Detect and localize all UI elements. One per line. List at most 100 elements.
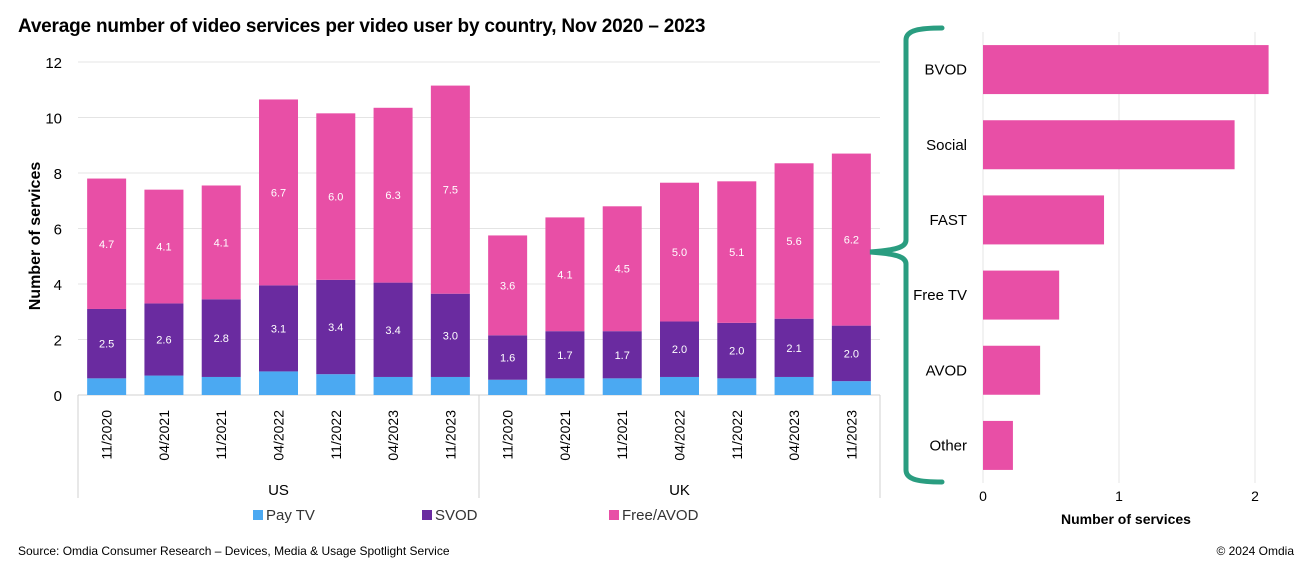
x-tick-label: 2 [1251,488,1259,504]
bar-segment-free-avod [774,163,814,319]
bracket-connector [869,25,945,485]
x-tick-label: 11/2020 [99,410,115,460]
bar-segment-svod [373,282,413,377]
group-label: US [268,482,289,499]
bar-segment-free-avod [488,235,528,336]
data-label: 5.6 [786,236,801,248]
group-label: UK [669,482,690,499]
y-tick-label: 4 [54,277,62,294]
bar-free-tv [983,270,1060,320]
data-label: 2.0 [672,344,687,356]
data-label: 3.1 [271,323,286,335]
data-label: 2.8 [214,333,229,345]
y-tick-label: 2 [54,333,62,350]
left-chart-bars [87,85,871,395]
data-label: 3.0 [443,330,458,342]
bar-segment-svod [144,303,184,376]
bar-segment-free-avod [430,85,470,294]
x-tick-label: 1 [1115,488,1123,504]
data-label: 2.6 [156,335,171,347]
x-tick-label: 11/2022 [328,410,344,460]
bar-segment-free-avod [660,182,699,322]
bar-segment-pay-tv [545,378,585,395]
data-label: 2.5 [99,339,114,351]
x-tick-label: 11/2021 [213,410,229,460]
bar-segment-pay-tv [373,376,413,395]
bar-segment-free-avod [602,206,642,332]
data-label: 4.1 [156,242,171,254]
legend-label: Pay TV [266,507,315,524]
x-tick-label: 04/2022 [672,410,688,461]
data-label: 6.3 [385,190,400,202]
data-label: 3.4 [328,322,343,334]
right-chart-x-axis-label: Number of services [1061,511,1191,527]
y-tick-label: 0 [54,388,62,405]
right-chart-x-axis: 0 1 2 [979,488,1259,504]
bar-segment-svod [545,331,585,379]
x-tick-label: 11/2023 [843,410,859,460]
left-chart-x-axis: 11/2020 04/2021 11/2021 04/2022 11/2022 04/20… [77,395,881,499]
data-label: 4.7 [99,239,114,251]
data-label: 3.4 [385,325,400,337]
y-tick-label: 6 [54,222,62,239]
bar-fast [983,195,1105,245]
x-tick-label: 11/2023 [442,410,458,460]
legend-swatch [422,510,432,520]
right-chart-gridlines [982,32,1256,483]
y-tick-label: Free TV [913,287,967,304]
bar-segment-svod [201,299,241,377]
data-label: 6.2 [844,235,859,247]
bar-segment-svod [488,335,528,380]
bar-other [983,420,1013,470]
x-tick-label: 04/2021 [156,410,172,461]
data-label: 4.1 [557,269,572,281]
x-tick-label: 04/2021 [557,410,573,461]
bar-segment-svod [602,331,642,379]
chart-title: Average number of video services per vid… [18,16,706,37]
bar-segment-pay-tv [201,376,241,395]
data-label: 4.1 [214,237,229,249]
bar-segment-free-avod [717,181,757,323]
right-chart-y-axis: BVOD Social FAST Free TV AVOD Other [913,62,967,455]
y-tick-label: 10 [45,111,62,128]
data-label: 4.5 [615,264,630,276]
left-chart-data-labels: 2.5 4.7 2.6 4.1 2.8 4.1 3.1 6.7 3.4 6.0 3.4 6.3 3.0 7… [99,185,859,365]
y-tick-label: 12 [45,55,62,72]
x-tick-label: 04/2023 [786,410,802,461]
bar-segment-free-avod [316,113,356,280]
legend-swatch [253,510,263,520]
data-label: 1.7 [615,350,630,362]
data-label: 5.1 [729,247,744,259]
bar-segment-svod [774,318,814,377]
bar-segment-free-avod [144,189,184,304]
bar-segment-pay-tv [774,376,814,395]
bar-bvod [983,45,1269,95]
bar-segment-svod [717,322,757,379]
bar-segment-pay-tv [316,374,356,395]
copyright-note: © 2024 Omdia [1216,544,1294,558]
left-chart-gridlines [78,61,880,396]
source-note: Source: Omdia Consumer Research – Device… [18,544,450,558]
bar-segment-pay-tv [660,376,699,395]
bar-social [983,120,1235,170]
data-label: 3.6 [500,280,515,292]
bar-segment-pay-tv [430,376,470,395]
y-tick-label: FAST [929,212,967,229]
x-tick-label: 04/2022 [271,410,287,461]
bar-segment-svod [316,279,356,375]
bar-segment-pay-tv [717,378,757,395]
y-tick-label: Social [926,137,967,154]
x-tick-label: 0 [979,488,987,504]
data-label: 5.0 [672,247,687,259]
data-label: 2.0 [844,348,859,360]
bar-segment-free-avod [831,153,871,326]
data-label: 6.0 [328,192,343,204]
y-tick-label: AVOD [926,362,968,379]
bar-segment-pay-tv [488,379,528,395]
legend-label: SVOD [435,507,478,524]
x-tick-label: 11/2022 [729,410,745,460]
data-label: 7.5 [443,185,458,197]
bar-segment-svod [259,285,298,372]
bar-segment-free-avod [201,185,241,300]
